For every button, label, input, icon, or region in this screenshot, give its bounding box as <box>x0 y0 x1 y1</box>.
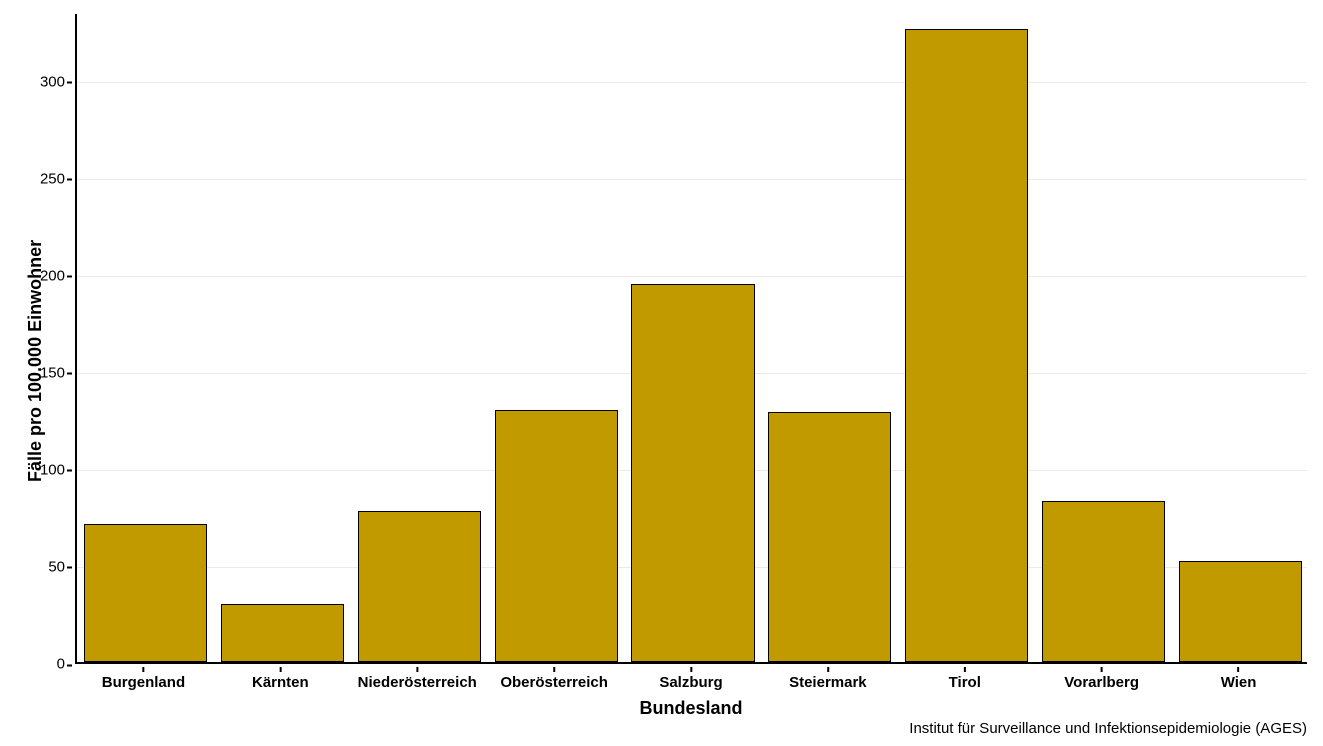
chart-container: Fälle pro 100.000 Einwohner Bundesland I… <box>0 0 1323 746</box>
bar <box>84 524 207 662</box>
bar <box>221 604 344 662</box>
y-tick-label: 250 <box>40 170 65 187</box>
x-tick-mark <box>690 667 692 672</box>
y-tick-mark <box>67 373 72 375</box>
x-tick-label: Salzburg <box>659 674 722 691</box>
y-tick-mark <box>67 82 72 84</box>
x-tick-label: Niederösterreich <box>358 674 477 691</box>
x-tick-mark <box>1101 667 1103 672</box>
x-tick-mark <box>279 667 281 672</box>
bar <box>495 410 618 662</box>
y-tick-label: 150 <box>40 364 65 381</box>
bar <box>1042 501 1165 662</box>
x-tick-mark <box>1238 667 1240 672</box>
x-tick-mark <box>142 667 144 672</box>
chart-caption: Institut für Surveillance und Infektions… <box>909 720 1307 737</box>
x-tick-label: Oberösterreich <box>500 674 608 691</box>
y-tick-mark <box>67 567 72 569</box>
gridline <box>77 82 1307 83</box>
bar <box>1179 561 1302 662</box>
x-tick-mark <box>553 667 555 672</box>
x-tick-label: Vorarlberg <box>1064 674 1139 691</box>
x-tick-label: Burgenland <box>102 674 185 691</box>
y-tick-label: 200 <box>40 267 65 284</box>
x-tick-label: Wien <box>1221 674 1257 691</box>
y-tick-label: 0 <box>57 656 65 673</box>
y-tick-label: 50 <box>48 558 65 575</box>
bar <box>631 284 754 662</box>
x-tick-mark <box>827 667 829 672</box>
gridline <box>77 179 1307 180</box>
y-tick-mark <box>67 179 72 181</box>
x-tick-label: Kärnten <box>252 674 309 691</box>
gridline <box>77 276 1307 277</box>
y-tick-label: 300 <box>40 73 65 90</box>
y-tick-mark <box>67 470 72 472</box>
y-tick-label: 100 <box>40 461 65 478</box>
y-tick-mark <box>67 664 72 666</box>
y-tick-mark <box>67 276 72 278</box>
x-tick-label: Tirol <box>949 674 981 691</box>
x-tick-mark <box>964 667 966 672</box>
bar <box>905 29 1028 662</box>
plot-area <box>75 14 1307 664</box>
x-tick-label: Steiermark <box>789 674 867 691</box>
x-axis-label: Bundesland <box>639 698 742 719</box>
x-tick-mark <box>416 667 418 672</box>
bar <box>358 511 481 662</box>
bar <box>768 412 891 662</box>
